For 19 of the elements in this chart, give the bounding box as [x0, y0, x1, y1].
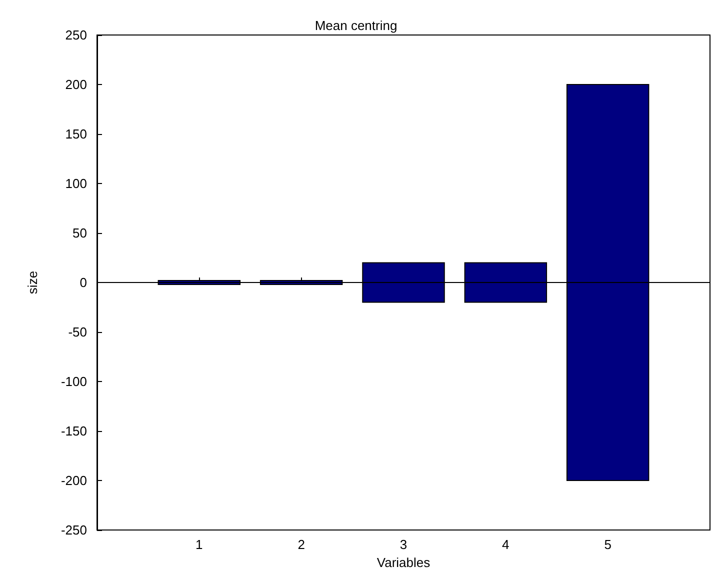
x-tick-label: 1: [196, 537, 203, 552]
y-tick-label: 50: [72, 226, 87, 240]
y-tick-label: -200: [60, 473, 87, 488]
y-tick-label: 100: [65, 176, 87, 191]
y-tick-label: 250: [65, 28, 87, 42]
y-tick-label: 0: [80, 275, 87, 290]
y-tick-label: -250: [60, 522, 87, 538]
y-tick-label: 150: [65, 126, 87, 142]
chart-title: Mean centring: [314, 18, 398, 33]
y-tick-label: 200: [65, 77, 87, 92]
x-tick-label: 5: [604, 537, 612, 552]
y-axis-title: size: [25, 270, 40, 294]
x-tick-label: 3: [400, 537, 408, 552]
x-tick-label: 4: [502, 537, 510, 552]
y-tick-label: -150: [60, 424, 87, 438]
y-tick-label: -100: [60, 374, 87, 389]
y-tick-label: -50: [68, 324, 87, 340]
x-axis-title: Variables: [376, 555, 431, 570]
x-tick-label: 2: [298, 537, 305, 552]
